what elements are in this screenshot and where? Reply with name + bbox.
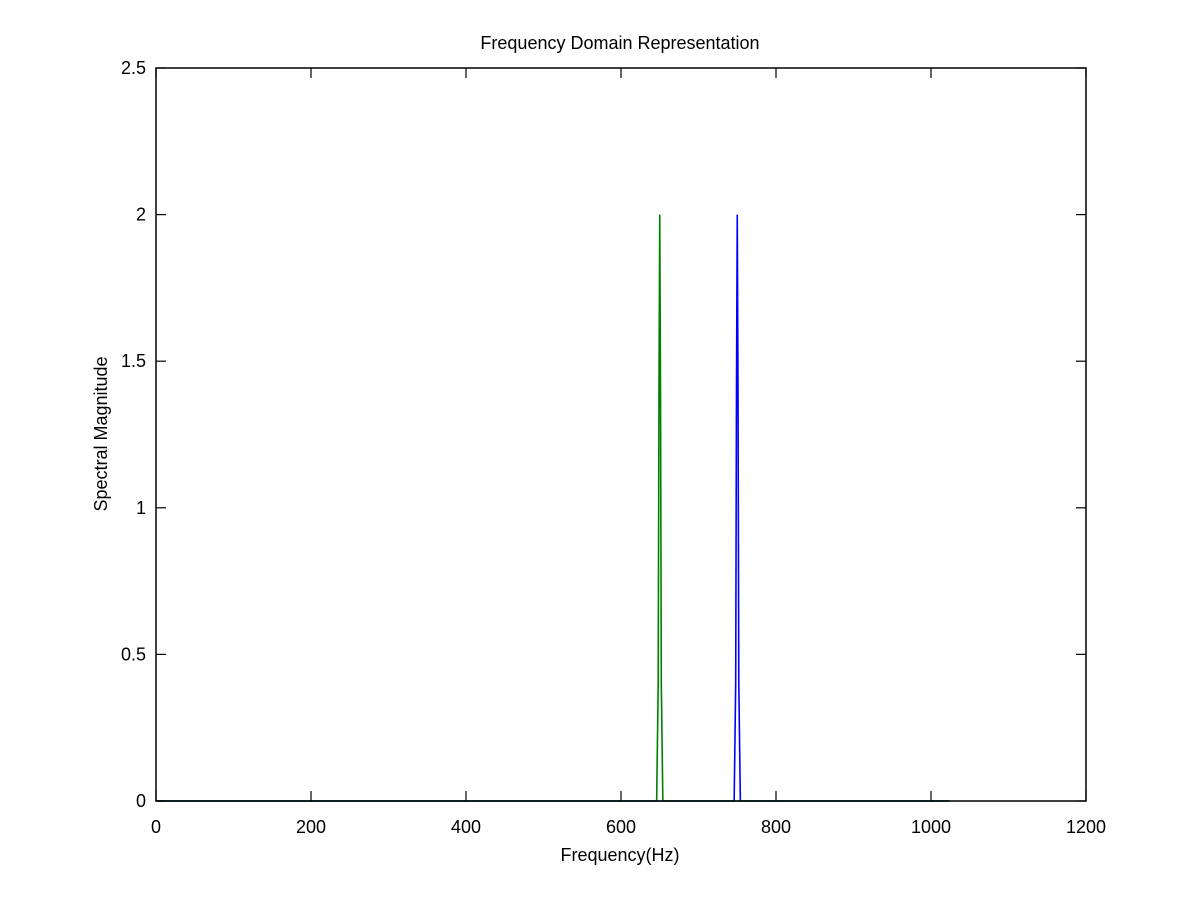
x-tick-label: 400 [451, 817, 481, 837]
x-tick-label: 600 [606, 817, 636, 837]
x-axis-label: Frequency(Hz) [560, 845, 679, 865]
chart-title: Frequency Domain Representation [480, 33, 759, 53]
series-layer [156, 214, 950, 802]
y-tick-label: 2 [136, 205, 146, 225]
x-tick-label: 800 [761, 817, 791, 837]
ticks-layer: 0 200 400 600 800 1000 1200 0 0.5 1 1.5 2 2.5 [121, 58, 1106, 837]
y-tick-label: 1.5 [121, 351, 146, 371]
y-tick-label: 0 [136, 791, 146, 811]
x-tick-label: 1000 [911, 817, 951, 837]
y-tick-label: 0.5 [121, 644, 146, 664]
x-tick-label: 0 [151, 817, 161, 837]
x-tick-label: 200 [296, 817, 326, 837]
x-tick-label: 1200 [1066, 817, 1106, 837]
y-axis-label: Spectral Magnitude [91, 356, 111, 511]
axes-frame [155, 67, 1087, 802]
series-line-1 [156, 214, 950, 802]
y-tick-label: 1 [136, 498, 146, 518]
y-tick-label: 2.5 [121, 58, 146, 78]
series-line-2 [156, 214, 950, 802]
